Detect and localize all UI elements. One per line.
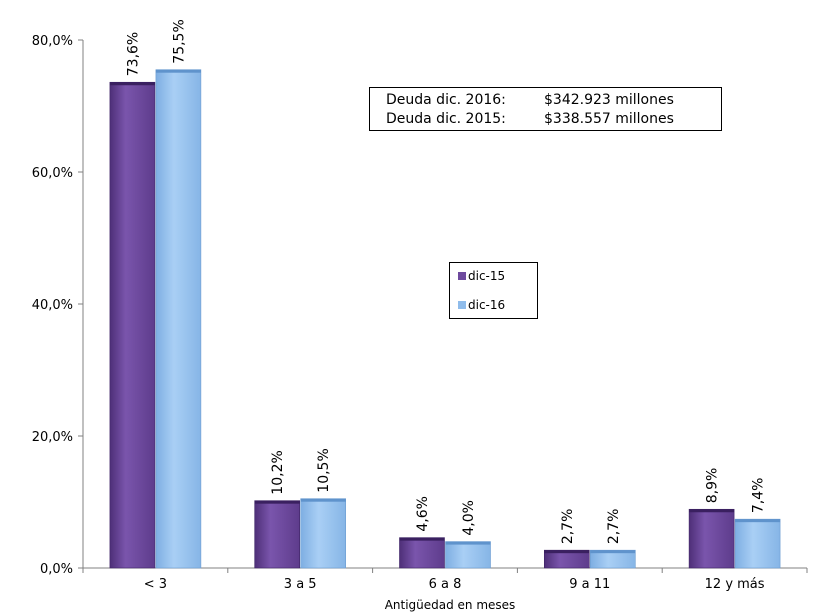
- data-label-dic-15-4: 8,9%: [705, 468, 721, 504]
- data-label-dic-16-2: 4,0%: [461, 500, 477, 536]
- bar-dic-16-4: [734, 518, 781, 569]
- bar-dic-15-0: [109, 81, 156, 569]
- x-tick-label: < 3: [144, 577, 167, 592]
- data-label-dic-16-3: 2,7%: [606, 509, 622, 545]
- bar-dic-16-1: [300, 498, 347, 569]
- bar-top-edge: [399, 537, 445, 541]
- info-value-2015: $338.557 millones: [544, 111, 674, 127]
- data-label-dic-16-4: 7,4%: [751, 478, 767, 514]
- bar-top-edge: [300, 498, 346, 502]
- y-tick-label: 80,0%: [32, 34, 73, 49]
- data-label-dic-15-0: 73,6%: [125, 32, 141, 76]
- data-label-dic-15-2: 4,6%: [415, 496, 431, 532]
- x-tick-label: 12 y más: [705, 577, 765, 592]
- bar-top-edge: [735, 519, 781, 523]
- y-tick-label: 20,0%: [32, 430, 73, 445]
- info-row-2016: Deuda dic. 2016: $342.923 millones: [370, 91, 721, 110]
- x-axis-title: Antigüedad en meses: [385, 598, 516, 612]
- axes: 0,0% 20,0% 40,0% 60,0% 80,0% < 3 3 a 5 6 a 8 9 a…: [32, 34, 808, 592]
- info-row-2015: Deuda dic. 2015: $338.557 millones: [370, 110, 721, 129]
- legend-label-dic-16: dic-16: [468, 298, 506, 312]
- info-label-2015: Deuda dic. 2015:: [386, 111, 506, 127]
- data-label-dic-16-0: 75,5%: [171, 19, 187, 63]
- bar-top-edge: [689, 509, 735, 513]
- y-tick-label: 60,0%: [32, 166, 73, 181]
- y-tick-label: 0,0%: [40, 562, 73, 577]
- bar-dic-15-2: [399, 537, 445, 569]
- bars: [109, 69, 781, 569]
- bar-dic-15-4: [688, 508, 735, 569]
- bar-top-edge: [590, 550, 636, 554]
- x-tick-label: 6 a 8: [429, 577, 462, 592]
- legend-label-dic-15: dic-15: [468, 269, 506, 283]
- legend-swatch-dic-15: [458, 272, 466, 280]
- y-tick-label: 40,0%: [32, 298, 73, 313]
- bar-top-edge: [254, 500, 300, 504]
- data-label-dic-15-1: 10,2%: [270, 450, 286, 494]
- data-label-dic-16-1: 10,5%: [316, 448, 332, 492]
- legend-item-dic-15: dic-15: [458, 269, 505, 283]
- data-label-dic-15-3: 2,7%: [560, 509, 576, 545]
- bar-top-edge: [155, 69, 201, 73]
- bar-top-edge: [544, 550, 590, 554]
- info-label-2016: Deuda dic. 2016:: [386, 92, 506, 108]
- debt-info-box: Deuda dic. 2016: $342.923 millones Deuda…: [369, 87, 722, 131]
- x-tick-label: 3 a 5: [284, 577, 317, 592]
- bar-top-edge: [109, 82, 155, 86]
- bar-dic-16-0: [155, 69, 202, 569]
- legend: dic-15 dic-16: [449, 262, 538, 319]
- bar-dic-15-1: [254, 500, 300, 569]
- legend-swatch-dic-16: [458, 301, 466, 309]
- bar-dic-16-2: [445, 541, 491, 569]
- bar-top-edge: [445, 541, 491, 545]
- info-value-2016: $342.923 millones: [544, 92, 674, 108]
- data-labels: 73,6% 10,2% 4,6% 2,7% 8,9% 75,5% 10,5% 4,0% 2,7%…: [125, 19, 766, 544]
- x-tick-label: 9 a 11: [569, 577, 610, 592]
- legend-item-dic-16: dic-16: [458, 298, 505, 312]
